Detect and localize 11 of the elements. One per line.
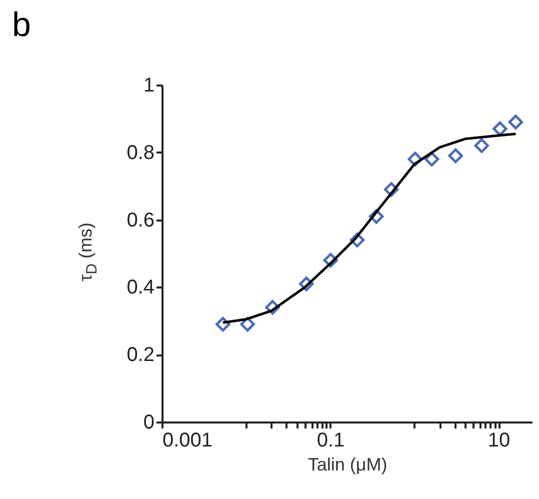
x-axis-title: Talin (μM) — [308, 454, 388, 474]
y-tick-label: 0.6 — [126, 209, 154, 232]
y-tick-label: 0 — [143, 412, 154, 434]
y-tick-label: 0.8 — [126, 142, 154, 164]
x-tick-label: 0.1 — [316, 430, 345, 452]
y-tick-label: 0.2 — [126, 344, 154, 366]
y-tick-label: 1 — [143, 74, 154, 96]
x-tick-label: 10 — [488, 430, 510, 452]
x-tick-label: 0.001 — [162, 430, 213, 452]
chart-title: b — [12, 6, 31, 44]
y-tick-label: 0.4 — [126, 276, 154, 299]
